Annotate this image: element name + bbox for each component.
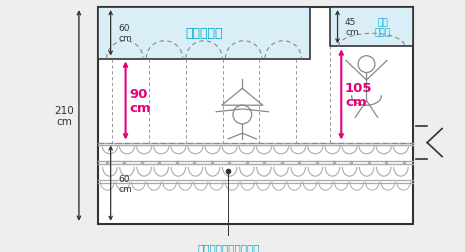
Text: 整理
タンス: 整理 タンス — [375, 18, 391, 37]
Text: 45
cm: 45 cm — [345, 18, 359, 37]
Text: 60
cm: 60 cm — [118, 24, 132, 43]
Bar — [98, 8, 413, 224]
Text: ハンガーパイプ＋果棚: ハンガーパイプ＋果棚 — [197, 242, 259, 252]
Bar — [330, 8, 413, 47]
Text: 105
cm: 105 cm — [345, 82, 372, 109]
Text: 洋服タンス: 洋服タンス — [185, 27, 223, 40]
Text: 60
cm: 60 cm — [118, 174, 132, 193]
Bar — [98, 8, 311, 59]
Text: 90
cm: 90 cm — [129, 88, 151, 115]
Text: 210
cm: 210 cm — [54, 106, 74, 126]
